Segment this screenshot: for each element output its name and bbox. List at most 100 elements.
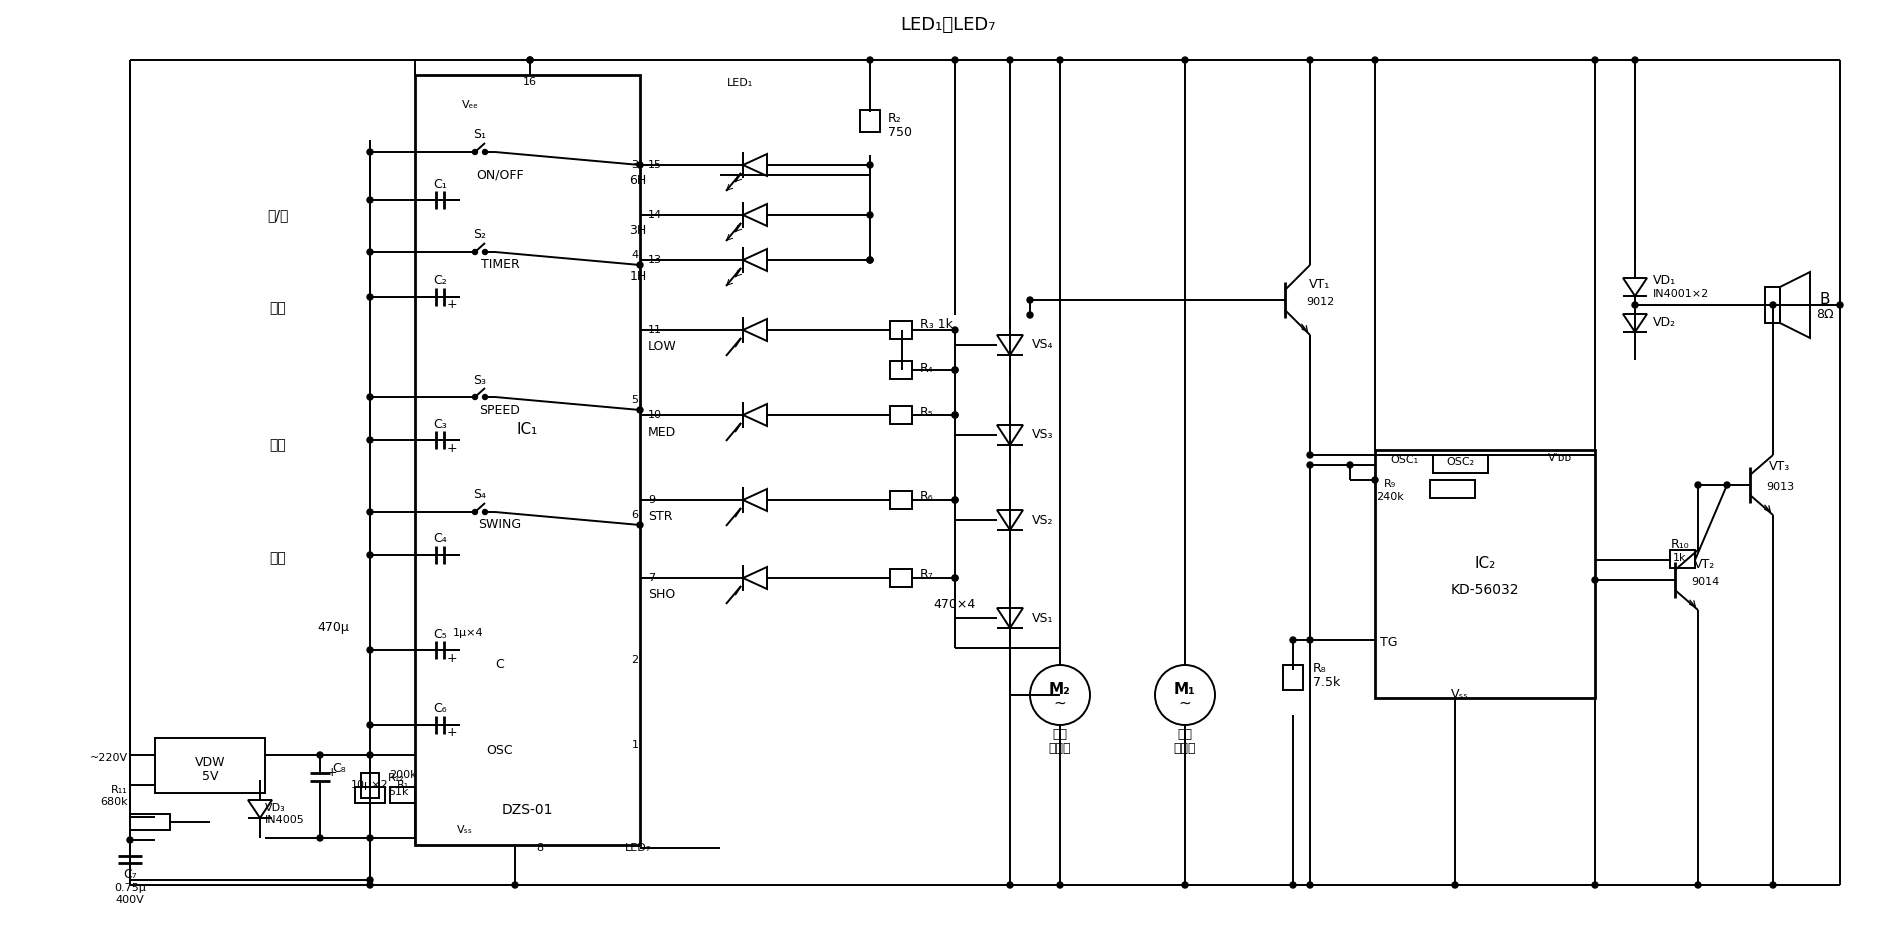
Text: 开/关: 开/关 [267, 208, 288, 222]
Text: SWING: SWING [478, 519, 521, 531]
Text: 400V: 400V [116, 895, 144, 905]
Text: C₄: C₄ [432, 533, 447, 545]
Text: C₆: C₆ [432, 702, 447, 715]
Text: +: + [447, 727, 457, 739]
Circle shape [527, 57, 533, 63]
Text: 6: 6 [631, 510, 639, 520]
Circle shape [952, 367, 957, 373]
Circle shape [1593, 577, 1598, 583]
Circle shape [1289, 882, 1297, 888]
Bar [889, 569, 912, 587]
Circle shape [368, 835, 374, 841]
Circle shape [1771, 302, 1777, 308]
Text: 风扇: 风扇 [1177, 729, 1193, 742]
Circle shape [1632, 57, 1638, 63]
Circle shape [1028, 297, 1033, 303]
Text: S₃: S₃ [474, 373, 487, 387]
Text: +: + [326, 767, 337, 780]
Bar [415, 75, 641, 845]
Circle shape [482, 509, 487, 515]
Circle shape [127, 837, 133, 843]
Circle shape [1837, 302, 1843, 308]
Text: C₅: C₅ [432, 628, 447, 640]
Text: 摆头: 摆头 [1052, 729, 1067, 742]
Text: 4: 4 [631, 250, 639, 260]
Circle shape [1452, 882, 1458, 888]
Circle shape [866, 162, 872, 168]
Circle shape [1306, 452, 1314, 458]
Bar [391, 787, 415, 803]
Text: OSC₂: OSC₂ [1447, 457, 1473, 467]
Bar [889, 406, 912, 424]
Text: 5: 5 [631, 395, 639, 405]
Text: TIMER: TIMER [480, 258, 520, 272]
Text: 51k: 51k [389, 787, 408, 797]
Bar [1433, 455, 1488, 473]
Text: R₁: R₁ [396, 780, 410, 790]
Text: VS₄: VS₄ [1031, 338, 1054, 352]
Text: 3H: 3H [629, 224, 647, 238]
Circle shape [368, 294, 374, 300]
Text: VS₁: VS₁ [1031, 612, 1054, 624]
Bar [1670, 550, 1695, 568]
Text: OSC: OSC [487, 744, 514, 756]
Circle shape [472, 149, 478, 155]
Circle shape [952, 497, 957, 503]
Text: 6H: 6H [629, 175, 647, 187]
Bar [861, 110, 880, 132]
Circle shape [1695, 482, 1701, 488]
Circle shape [482, 394, 487, 400]
Circle shape [1771, 882, 1777, 888]
Circle shape [482, 250, 487, 255]
Text: VD₂: VD₂ [1653, 315, 1676, 329]
Text: S₄: S₄ [474, 488, 487, 502]
Text: 8Ω: 8Ω [1816, 309, 1833, 321]
Bar [1375, 450, 1595, 698]
Circle shape [368, 437, 374, 443]
Text: V'ᴅᴅ: V'ᴅᴅ [1547, 453, 1572, 463]
Circle shape [952, 412, 957, 418]
Circle shape [368, 197, 374, 203]
Circle shape [637, 262, 643, 268]
Circle shape [952, 575, 957, 581]
Text: VT₂: VT₂ [1695, 559, 1716, 572]
Text: C: C [495, 658, 504, 672]
Circle shape [472, 250, 478, 255]
Text: 1: 1 [631, 740, 639, 750]
Text: R₈: R₈ [1314, 661, 1327, 674]
Circle shape [1695, 882, 1701, 888]
Circle shape [866, 57, 872, 63]
Circle shape [512, 882, 518, 888]
Text: MED: MED [648, 426, 677, 439]
Circle shape [368, 509, 374, 515]
Circle shape [1056, 882, 1064, 888]
Circle shape [1056, 57, 1064, 63]
Circle shape [952, 57, 957, 63]
Bar [1430, 480, 1475, 498]
Circle shape [1028, 312, 1033, 318]
Circle shape [952, 497, 957, 503]
Text: VD₁: VD₁ [1653, 274, 1676, 287]
Text: VT₁: VT₁ [1310, 278, 1331, 292]
Circle shape [952, 327, 957, 333]
Text: C₂: C₂ [432, 275, 447, 288]
Text: 14: 14 [648, 210, 662, 220]
Text: 1H: 1H [629, 270, 647, 282]
Text: 7.5k: 7.5k [1314, 676, 1340, 690]
Circle shape [368, 877, 374, 883]
Circle shape [368, 647, 374, 653]
Circle shape [1632, 302, 1638, 308]
Text: R₂: R₂ [887, 111, 902, 124]
Text: 0.75µ: 0.75µ [114, 883, 146, 893]
Circle shape [1306, 882, 1314, 888]
Bar [131, 814, 171, 830]
Circle shape [1007, 57, 1012, 63]
Text: 9014: 9014 [1691, 577, 1720, 587]
Circle shape [952, 412, 957, 418]
Text: 10: 10 [648, 410, 662, 420]
Bar [355, 787, 385, 803]
Circle shape [472, 509, 478, 515]
Text: S₂: S₂ [474, 229, 487, 241]
Circle shape [952, 575, 957, 581]
Circle shape [1593, 882, 1598, 888]
